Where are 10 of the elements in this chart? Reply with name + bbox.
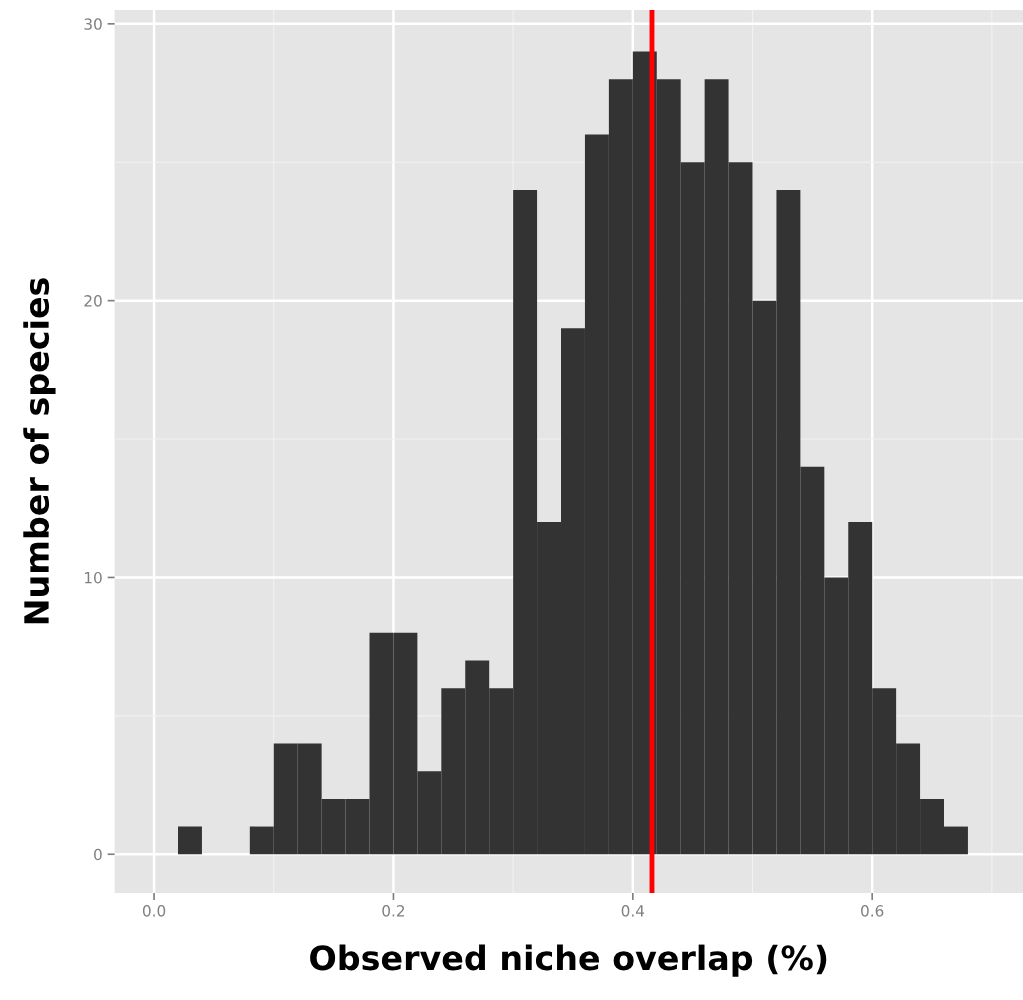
x-tick-label: 0.2 <box>382 905 405 917</box>
x-tick-label: 0.0 <box>142 905 166 917</box>
y-tick-label: 10 <box>85 571 102 584</box>
x-tick-label: 0.6 <box>861 905 884 917</box>
y-tick-label: 30 <box>84 18 102 30</box>
x-tick-label: 0.4 <box>621 905 645 917</box>
y-tick-label: 20 <box>84 295 102 307</box>
x-axis-title: Observed niche overlap (%) <box>310 944 827 977</box>
y-axis-title: Number of species <box>23 278 56 624</box>
y-tick-label: 0 <box>94 848 102 861</box>
